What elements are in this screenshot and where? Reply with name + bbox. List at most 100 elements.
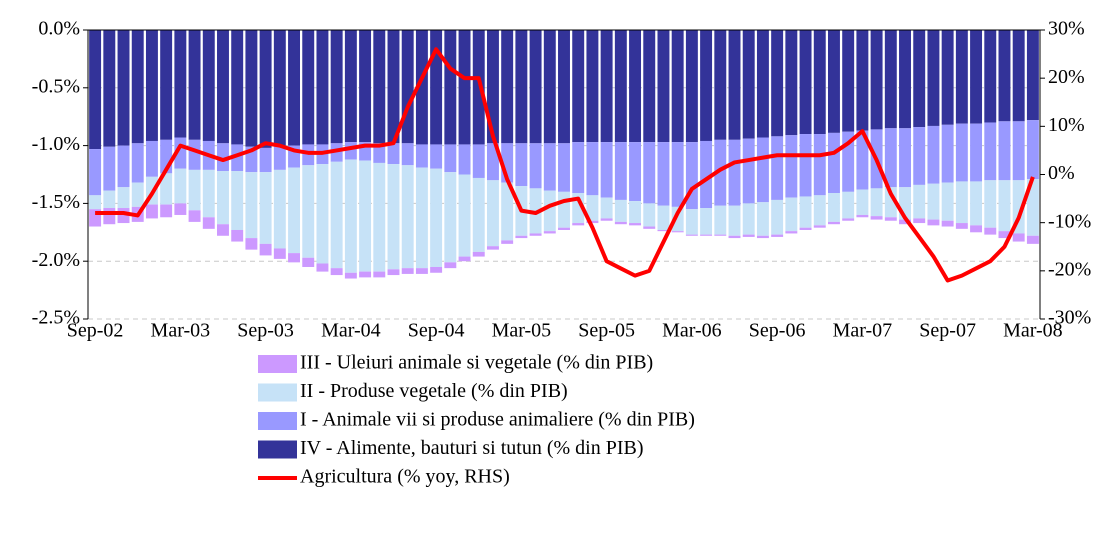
bar-segment bbox=[217, 224, 229, 236]
bar-segment bbox=[401, 268, 414, 274]
bar-segment bbox=[330, 268, 343, 276]
bar-segment bbox=[515, 235, 528, 239]
bar-segment bbox=[558, 227, 570, 230]
bar-segment bbox=[387, 143, 400, 165]
x-tick-label: Mar-04 bbox=[321, 320, 381, 342]
bar-segment bbox=[714, 234, 727, 236]
bar-segment bbox=[543, 143, 556, 191]
bar-segment bbox=[415, 144, 428, 168]
bar-segment bbox=[813, 134, 826, 196]
bar-segment bbox=[643, 203, 656, 227]
x-tick-label: Sep-07 bbox=[919, 320, 976, 342]
bar-segment bbox=[174, 30, 187, 138]
legend-label: II - Produse vegetale (% din PIB) bbox=[300, 380, 568, 402]
bar-segment bbox=[486, 246, 499, 250]
bar-segment bbox=[970, 123, 983, 182]
bar-segment bbox=[387, 269, 400, 276]
x-tick-label: Mar-06 bbox=[662, 320, 722, 342]
x-tick-label: Mar-03 bbox=[151, 320, 211, 342]
bar-segment bbox=[245, 146, 258, 173]
bar-segment bbox=[998, 121, 1011, 181]
bar-segment bbox=[529, 233, 542, 236]
bar-segment bbox=[302, 165, 315, 258]
bar-segment bbox=[742, 138, 755, 204]
bar-segment bbox=[273, 146, 286, 170]
bar-segment bbox=[344, 30, 357, 143]
bar-segment bbox=[316, 164, 329, 264]
bar-segment bbox=[302, 30, 315, 145]
bar-segment bbox=[685, 209, 698, 235]
bar-segment bbox=[103, 30, 116, 147]
bar-segment bbox=[415, 268, 428, 274]
bar-segment bbox=[657, 30, 670, 143]
bar-segment bbox=[444, 172, 457, 263]
bar-segment bbox=[970, 225, 983, 233]
bar-segment bbox=[913, 218, 926, 224]
bar-segment bbox=[217, 30, 229, 144]
bar-segment bbox=[572, 142, 585, 193]
bar-segment bbox=[245, 172, 258, 239]
bar-segment bbox=[799, 134, 812, 197]
bar-segment bbox=[955, 30, 968, 124]
bar-segment bbox=[572, 192, 585, 224]
bar-segment bbox=[1026, 30, 1039, 121]
bar-segment bbox=[174, 168, 187, 204]
bar-segment bbox=[614, 221, 627, 225]
bar-segment bbox=[202, 217, 215, 229]
bar-segment bbox=[955, 223, 968, 229]
x-tick-label: Sep-03 bbox=[237, 320, 294, 342]
bar-segment bbox=[771, 234, 784, 237]
bar-segment bbox=[899, 128, 911, 188]
bar-segment bbox=[756, 30, 769, 138]
bar-segment bbox=[401, 143, 414, 166]
legend-label: III - Uleiuri animale si vegetale (% din… bbox=[300, 352, 653, 374]
bar-segment bbox=[558, 143, 570, 192]
bar-segment bbox=[700, 208, 713, 235]
bar-segment bbox=[430, 266, 443, 273]
bar-segment bbox=[600, 30, 613, 143]
bar-segment bbox=[288, 253, 300, 263]
bar-segment bbox=[799, 227, 812, 230]
bar-segment bbox=[231, 144, 244, 172]
bar-segment bbox=[359, 30, 372, 143]
bar-segment bbox=[373, 162, 386, 272]
bar-segment bbox=[202, 30, 215, 141]
bar-segment bbox=[259, 243, 272, 256]
bar-segment bbox=[884, 187, 897, 218]
legend-swatch bbox=[258, 355, 297, 373]
bar-segment bbox=[657, 142, 670, 206]
bar-segment bbox=[501, 143, 514, 183]
bar-segment bbox=[913, 184, 926, 219]
bar-segment bbox=[117, 187, 130, 209]
y2-tick-label: 10% bbox=[1048, 114, 1085, 136]
bar-segment bbox=[202, 169, 215, 218]
bar-segment bbox=[629, 30, 642, 143]
bar-segment bbox=[970, 30, 983, 124]
bar-segment bbox=[884, 217, 897, 221]
bar-segment bbox=[103, 208, 116, 225]
bar-segment bbox=[685, 142, 698, 210]
bar-segment bbox=[884, 128, 897, 188]
bar-segment bbox=[913, 30, 926, 128]
bar-segment bbox=[700, 140, 713, 209]
bar-segment bbox=[302, 257, 315, 267]
bar-segment bbox=[217, 171, 229, 225]
bar-segment bbox=[558, 191, 570, 228]
bar-segment bbox=[970, 181, 983, 226]
bar-segment bbox=[145, 140, 158, 177]
y2-tick-label: 20% bbox=[1048, 66, 1085, 88]
bar-segment bbox=[288, 167, 300, 254]
bar-segment bbox=[430, 144, 443, 169]
bar-segment bbox=[643, 142, 656, 204]
bar-segment bbox=[344, 272, 357, 279]
bar-segment bbox=[373, 30, 386, 144]
y-tick-label: -1.5% bbox=[32, 191, 80, 213]
bar-segment bbox=[529, 143, 542, 189]
bar-segment bbox=[89, 30, 102, 150]
bar-segment bbox=[131, 143, 144, 183]
bar-segment bbox=[387, 30, 400, 144]
bar-segment bbox=[330, 30, 343, 144]
bar-segment bbox=[728, 139, 741, 206]
bar-segment bbox=[984, 227, 997, 235]
bar-segment bbox=[188, 169, 201, 211]
